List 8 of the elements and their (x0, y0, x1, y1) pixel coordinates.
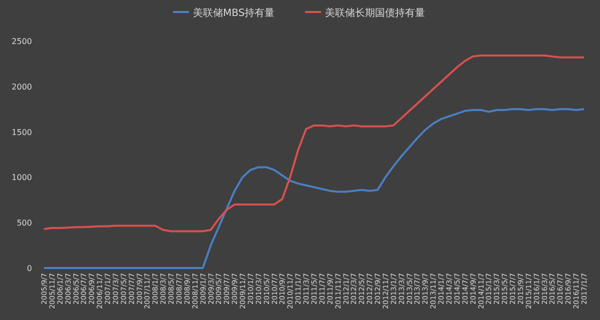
y-tick-label: 1000 (12, 173, 32, 182)
y-tick-label: 1500 (12, 128, 32, 137)
y-tick-label: 2000 (12, 82, 32, 92)
y-tick-label: 500 (16, 218, 32, 228)
legend-label: 美联储长期国债持有量 (325, 7, 425, 19)
y-tick-label: 0 (26, 264, 32, 273)
legend-label: 美联储MBS持有量 (193, 7, 275, 19)
y-tick-label: 2500 (12, 37, 32, 46)
